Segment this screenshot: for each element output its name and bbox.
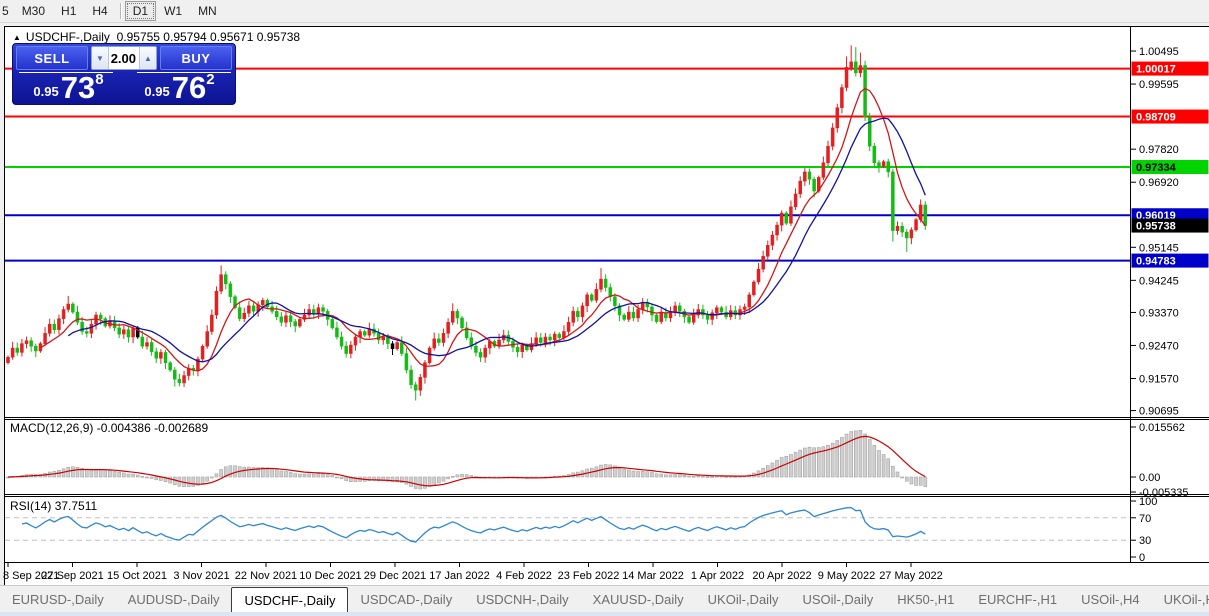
svg-text:23 Feb 2022: 23 Feb 2022 — [558, 570, 620, 582]
price-badge-1.00017[interactable]: 1.00017 — [1131, 61, 1209, 76]
macd-signal-line — [7, 435, 926, 487]
svg-text:8 Sep 2021: 8 Sep 2021 — [3, 570, 59, 582]
timeframe-toolbar: 5 M30 H1 H4 D1 W1 MN — [0, 0, 1209, 23]
volume-stepper: ▼ 2.00 ▲ — [91, 46, 157, 70]
tab-hk50-h1[interactable]: HK50-,H1 — [897, 591, 955, 607]
candlestick-series — [6, 45, 928, 401]
timeframe-m5-button[interactable]: 5 — [2, 4, 9, 18]
svg-text:0.92470: 0.92470 — [1139, 340, 1179, 352]
timeframe-mn-button[interactable]: MN — [198, 4, 217, 18]
buy-price-main: 76 — [171, 69, 207, 105]
price-axis: 1.00495 0.99595 0.97820 0.96920 0.95145 0.942… — [1131, 46, 1189, 564]
svg-text:0.015562: 0.015562 — [1139, 422, 1185, 434]
price-badge-0.97334[interactable]: 0.97334 — [1131, 160, 1209, 175]
tab-usdcnh-daily[interactable]: USDCNH-,Daily — [476, 591, 569, 607]
timeframe-m30-button[interactable]: M30 — [21, 4, 46, 18]
svg-text:1 Apr 2022: 1 Apr 2022 — [691, 570, 744, 582]
status-strip — [0, 612, 1209, 616]
svg-text:27 May 2022: 27 May 2022 — [879, 570, 943, 582]
sell-price-main: 73 — [60, 69, 96, 105]
tab-usoil-h4[interactable]: USOil-,H4 — [1081, 591, 1140, 607]
svg-text:20 Apr 2022: 20 Apr 2022 — [752, 570, 811, 582]
chart-tabs-bar: EURUSD-,Daily AUDUSD-,Daily USDCHF-,Dail… — [0, 585, 1209, 612]
price-badge-0.98709[interactable]: 0.98709 — [1131, 109, 1209, 124]
svg-text:0: 0 — [1139, 552, 1145, 564]
buy-price-prefix: 0.95 — [144, 84, 170, 99]
svg-text:70: 70 — [1139, 513, 1151, 525]
volume-input[interactable]: 2.00 — [110, 50, 136, 66]
svg-text:15 Oct 2021: 15 Oct 2021 — [107, 570, 167, 582]
tab-eurchf-h1[interactable]: EURCHF-,H1 — [978, 591, 1058, 607]
buy-button[interactable]: BUY — [160, 46, 232, 70]
svg-text:0.93370: 0.93370 — [1139, 307, 1179, 319]
svg-text:0.96920: 0.96920 — [1139, 177, 1179, 189]
svg-text:1.00495: 1.00495 — [1139, 46, 1179, 58]
volume-decrease-button[interactable]: ▼ — [92, 47, 109, 69]
tab-audusd-daily[interactable]: AUDUSD-,Daily — [127, 591, 220, 607]
svg-text:4 Feb 2022: 4 Feb 2022 — [496, 570, 552, 582]
svg-text:0.94245: 0.94245 — [1139, 275, 1179, 287]
ma-slow-line — [67, 117, 926, 363]
volume-increase-button[interactable]: ▲ — [139, 47, 156, 69]
svg-text:9 May 2022: 9 May 2022 — [818, 570, 875, 582]
svg-text:10 Dec 2021: 10 Dec 2021 — [299, 570, 361, 582]
rsi-line — [21, 506, 926, 543]
ma-fast-line — [40, 87, 926, 372]
tab-ukoil-daily[interactable]: UKOil-,Daily — [707, 591, 779, 607]
svg-text:29 Dec 2021: 29 Dec 2021 — [364, 570, 426, 582]
sell-price-prefix: 0.95 — [33, 84, 59, 99]
svg-text:0.00: 0.00 — [1139, 472, 1160, 484]
timeframe-d1-button[interactable]: D1 — [124, 1, 157, 21]
svg-text:0.91570: 0.91570 — [1139, 373, 1179, 385]
current-price-badge[interactable]: 0.95738 — [1131, 218, 1209, 233]
tab-usoil-daily[interactable]: USOil-,Daily — [802, 591, 874, 607]
svg-text:0.99595: 0.99595 — [1139, 79, 1179, 91]
svg-text:100: 100 — [1139, 496, 1157, 508]
svg-text:0.95145: 0.95145 — [1139, 242, 1179, 254]
svg-text:0.94783: 0.94783 — [1136, 256, 1176, 268]
svg-text:30: 30 — [1139, 535, 1151, 547]
svg-text:17 Jan 2022: 17 Jan 2022 — [429, 570, 490, 582]
tab-xauusd-daily[interactable]: XAUUSD-,Daily — [592, 591, 684, 607]
svg-text:-0.005335: -0.005335 — [1139, 487, 1189, 499]
svg-text:0.90695: 0.90695 — [1139, 406, 1179, 418]
tab-eurusd-daily[interactable]: EURUSD-,Daily — [12, 591, 104, 607]
timeframe-w1-button[interactable]: W1 — [164, 4, 183, 18]
svg-text:14 Mar 2022: 14 Mar 2022 — [622, 570, 684, 582]
sell-price-pip: 8 — [95, 71, 104, 88]
buy-price-display[interactable]: 0.95 76 2 — [124, 70, 235, 104]
svg-text:0.97334: 0.97334 — [1136, 162, 1177, 174]
svg-text:0.98709: 0.98709 — [1136, 112, 1176, 124]
one-click-trade-panel: SELL ▼ 2.00 ▲ BUY 0.95 73 8 0.95 76 2 — [12, 43, 236, 105]
sell-price-display[interactable]: 0.95 73 8 — [13, 70, 124, 104]
buy-price-pip: 2 — [206, 71, 215, 88]
price-badge-0.94783[interactable]: 0.94783 — [1131, 253, 1209, 268]
timeframe-h4-button[interactable]: H4 — [92, 4, 108, 18]
svg-text:3 Nov 2021: 3 Nov 2021 — [173, 570, 229, 582]
svg-text:1.00017: 1.00017 — [1136, 64, 1176, 76]
tab-usdchf-daily[interactable]: USDCHF-,Daily — [231, 587, 349, 612]
toolbar-separator — [119, 3, 121, 19]
sell-underline — [19, 72, 113, 73]
timeframe-h1-button[interactable]: H1 — [61, 4, 77, 18]
svg-text:0.95738: 0.95738 — [1136, 221, 1176, 233]
svg-text:0.97820: 0.97820 — [1139, 144, 1179, 156]
svg-text:27 Sep 2021: 27 Sep 2021 — [41, 570, 103, 582]
tab-usdcad-daily[interactable]: USDCAD-,Daily — [360, 591, 453, 607]
sell-button[interactable]: SELL — [16, 46, 88, 70]
buy-underline — [137, 72, 231, 73]
svg-text:22 Nov 2021: 22 Nov 2021 — [235, 570, 297, 582]
tab-ukoil-h4[interactable]: UKOil-,H4 — [1163, 591, 1209, 607]
